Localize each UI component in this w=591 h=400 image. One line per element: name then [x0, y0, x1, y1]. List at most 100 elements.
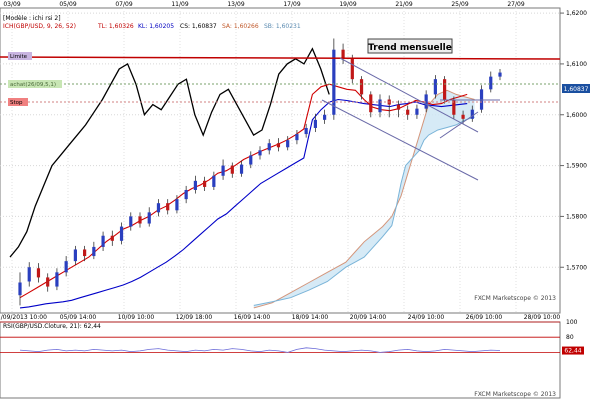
top-date-label: 13/09 — [227, 1, 244, 8]
top-date-label: 05/09 — [59, 1, 76, 8]
price-label-box — [562, 84, 590, 93]
candle-body — [212, 175, 216, 187]
candle-body — [378, 99, 382, 113]
candle-body — [138, 216, 142, 224]
bottom-date-label: 28/09 10:00 — [524, 314, 561, 321]
candle-body — [101, 235, 105, 247]
stop-tag-box[interactable] — [8, 98, 28, 106]
candle-body — [470, 109, 474, 119]
candle-body — [332, 49, 336, 115]
candle-body — [341, 49, 345, 59]
candle-body — [239, 164, 244, 174]
annotation-box[interactable] — [367, 38, 453, 54]
rsi-value-box — [562, 346, 584, 355]
top-date-label: 27/09 — [507, 1, 524, 8]
candle-body — [286, 140, 290, 148]
candle-body — [92, 246, 96, 257]
trend-line-lower[interactable] — [321, 99, 479, 181]
legend-kl: KL: 1,60205 — [138, 23, 174, 30]
candle-body — [110, 235, 114, 241]
candle-body — [64, 261, 68, 273]
top-date-label: 25/09 — [451, 1, 468, 8]
senkou-span-a-line — [253, 89, 475, 309]
bottom-date-axis: 02/09/2013 10:00 05/09 14:00 10/09 10:00 12… — [0, 314, 560, 321]
kijun-sen-line — [19, 98, 468, 309]
trend-line-upper[interactable] — [339, 57, 479, 133]
legend-sb: SB: 1,60231 — [264, 23, 301, 30]
price-tick-label: 1,6200 — [566, 10, 587, 17]
candle-body — [46, 277, 50, 287]
candle-body — [313, 119, 317, 128]
achat-tag-box[interactable] — [8, 80, 62, 88]
top-date-label: 07/09 — [115, 1, 132, 8]
rsi-value-label: 62,44 — [564, 348, 581, 355]
candle-body — [184, 189, 188, 200]
candle-body — [18, 282, 22, 296]
candle-body — [36, 268, 41, 278]
candle-body — [443, 79, 447, 100]
top-date-label: 17/09 — [283, 1, 300, 8]
candle-body — [129, 216, 133, 227]
bottom-date-label: 05/09 14:00 — [60, 314, 97, 321]
rsi-tick-label: 80 — [566, 334, 574, 341]
bottom-date-label: 02/09/2013 10:00 — [0, 314, 47, 321]
candle-body — [295, 134, 299, 141]
candle-body — [498, 72, 502, 77]
legend-cs: CS: 1,60837 — [180, 23, 217, 30]
rsi-watermark: FXCM Marketscope © 2013 — [474, 391, 556, 398]
candle-body — [415, 108, 419, 115]
legend-sa: SA: 1,60266 — [222, 23, 259, 30]
limite-tag-box[interactable] — [8, 52, 32, 60]
candle-body — [147, 212, 151, 224]
candle-body — [221, 165, 225, 176]
candle-body — [461, 114, 465, 119]
candle-body — [396, 104, 401, 110]
limite-line[interactable] — [0, 56, 561, 60]
candle-body — [350, 58, 354, 80]
candle-body — [73, 249, 77, 262]
candle-body — [156, 203, 161, 213]
rsi-label: RSI(GBP/USD.Cloture, 21): 62,44 — [3, 323, 101, 330]
legend-row: ICH(GBP/USD, 9, 26, 52) TL: 1,60326 KL: … — [3, 23, 301, 30]
price-tick-label: 1,5800 — [566, 213, 587, 220]
watermark: FXCM Marketscope © 2013 — [474, 295, 556, 302]
achat-tag[interactable]: achat(26/09,5,1) — [10, 82, 56, 88]
candle-body — [276, 143, 281, 148]
senkou-span-b-line — [253, 116, 475, 306]
legend-model: [Modèle : ichi rsi 2] — [3, 15, 61, 22]
top-date-label: 21/09 — [395, 1, 412, 8]
rsi-tick-label: 100 — [566, 319, 578, 326]
overlays-group — [0, 56, 561, 181]
candle-body — [406, 109, 410, 115]
candle-body — [193, 180, 197, 190]
trend-line-rising[interactable] — [439, 111, 479, 139]
candle-body — [424, 94, 428, 109]
candle-body — [27, 267, 31, 282]
price-tick-label: 1,6100 — [566, 61, 587, 68]
stop-tag[interactable]: Stop — [10, 100, 23, 106]
ichimoku-cloud — [253, 89, 475, 309]
candle-body — [323, 114, 327, 120]
price-tick-label: 1,6000 — [566, 112, 587, 119]
candle-body — [230, 165, 234, 174]
candle-body — [175, 199, 179, 211]
bottom-date-label: 20/09 14:00 — [350, 314, 387, 321]
bottom-date-label: 16/09 14:00 — [234, 314, 271, 321]
cloud-fill — [253, 90, 475, 308]
annotation-text[interactable]: Trend mensuelle — [368, 43, 452, 53]
candle-body — [119, 226, 124, 241]
top-date-label: 03/09 — [3, 1, 20, 8]
top-date-axis: 03/09 05/09 07/09 11/09 13/09 17/09 19/09 21/09… — [3, 1, 524, 8]
limite-tag[interactable]: Limite — [10, 54, 28, 60]
candle-body — [304, 127, 308, 135]
price-label: 1,60837 — [564, 86, 589, 93]
legend-instrument: ICH(GBP/USD, 9, 26, 52) — [3, 23, 76, 30]
candle-body — [83, 249, 87, 257]
candle-body — [55, 272, 59, 287]
bottom-date-label: 18/09 14:00 — [292, 314, 329, 321]
grid-lines — [0, 8, 560, 313]
bottom-date-label: 10/09 10:00 — [118, 314, 155, 321]
candle-body — [249, 155, 253, 165]
rsi-plot-frame — [0, 321, 561, 399]
